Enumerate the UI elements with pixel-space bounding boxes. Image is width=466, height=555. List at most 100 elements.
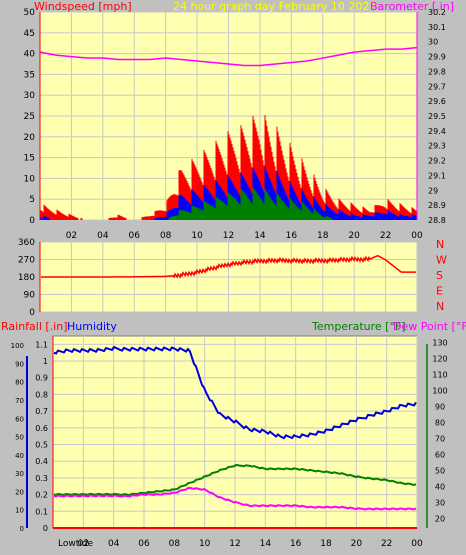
rain-x-tick: 02 [78, 539, 89, 549]
direction-series [41, 254, 416, 279]
temperature-y-tick: 120 [432, 354, 447, 363]
humidity-y-tick: 60 [15, 415, 24, 423]
compass-letter: N [436, 300, 444, 313]
wind-axes: 02 04 06 08 10 12 14 16 18 20 22 000510152025303540… [24, 8, 446, 241]
dewpoint-label: Dew Point [°F] [393, 320, 466, 333]
compass-letter: E [436, 285, 443, 298]
barometer-tick: 29.5 [428, 112, 446, 121]
wind-speed-label: Windspeed [mph] [34, 0, 132, 13]
rain-x-tick: 14 [260, 539, 272, 549]
barometer-tick: 29.9 [428, 53, 446, 62]
temperature-y-tick: 130 [432, 338, 447, 347]
rain-series [53, 345, 417, 529]
rain-y-tick: 0.8 [35, 390, 48, 399]
barometer-tick: 30.1 [428, 23, 446, 32]
rain-y-tick: 0.5 [35, 441, 48, 450]
wind-y-tick: 50 [24, 8, 36, 18]
graph-date-title: 24 hour graph day February 10 2022 [173, 0, 376, 13]
wind-y-tick: 0 [29, 216, 35, 226]
direction-y-tick: 90 [24, 291, 36, 301]
rain-x-tick: 00 [411, 539, 423, 549]
barometer-tick: 29.7 [428, 82, 446, 91]
temperature-label: Temperature [°F] [311, 320, 406, 333]
rain-x-tick: 16 [290, 539, 302, 549]
rain-x-tick: 20 [351, 539, 363, 549]
rain-y-tick: 0.7 [35, 407, 48, 416]
rain-y-tick: 1 [43, 357, 48, 366]
barometer-tick: 29.1 [428, 171, 446, 180]
direction-y-tick: 180 [18, 273, 35, 283]
humidity-y-tick: 20 [15, 488, 24, 496]
temperature-y-tick: 60 [435, 450, 445, 459]
wind-x-tick: 22 [380, 231, 391, 241]
rain-y-tick: 0 [43, 524, 48, 533]
rain-y-tick: 0.9 [35, 374, 48, 383]
compass-letter: N [436, 238, 444, 251]
dewpoint-line [53, 486, 417, 511]
temperature-y-tick: 80 [435, 418, 445, 427]
humidity-y-tick: 70 [15, 397, 24, 405]
barometer-tick: 29.4 [428, 127, 446, 136]
wind-y-tick: 30 [24, 91, 36, 101]
humidity-y-tick: 40 [15, 452, 24, 460]
wind-direction-line [41, 254, 416, 279]
rain-y-tick: 0.2 [35, 491, 48, 500]
compass-letter: W [436, 254, 447, 267]
wind-x-tick: 00 [411, 231, 423, 241]
wind-y-tick: 5 [29, 195, 35, 205]
wind-x-tick: 06 [129, 231, 141, 241]
wind-y-tick: 10 [24, 174, 36, 184]
direction-y-tick: 0 [29, 308, 35, 318]
rain-x-tick: 04 [108, 539, 120, 549]
temperature-y-tick: 110 [432, 370, 447, 379]
barometer-tick: 29.3 [428, 142, 446, 151]
barometer-tick: 29.2 [428, 157, 446, 166]
rain-y-tick: 1.1 [35, 340, 48, 349]
rain-x-tick: 06 [138, 539, 150, 549]
wind-y-tick: 25 [24, 112, 35, 122]
rain-y-tick: 0.6 [35, 424, 48, 433]
wind-x-tick: 14 [254, 231, 266, 241]
temperature-y-tick: 50 [435, 466, 445, 475]
rain-x-tick: 12 [229, 539, 240, 549]
wind-x-tick: 16 [286, 231, 298, 241]
rain-x-tick: 18 [320, 539, 332, 549]
wind-x-tick: 20 [348, 231, 360, 241]
lowtide-label: Lowtide [58, 539, 93, 549]
humidity-y-tick: 30 [15, 470, 24, 478]
humidity-y-tick: 50 [15, 434, 24, 442]
wind-y-tick: 40 [24, 50, 36, 60]
temperature-line [53, 463, 417, 497]
rain-x-tick: 08 [169, 539, 181, 549]
wind-x-tick: 08 [160, 231, 172, 241]
wind-x-tick: 04 [97, 231, 109, 241]
rain-x-tick: 22 [381, 539, 392, 549]
temperature-y-tick: 100 [432, 386, 447, 395]
wind-x-tick: 10 [191, 231, 203, 241]
temperature-y-tick: 90 [435, 402, 445, 411]
rain-y-tick: 0.4 [35, 457, 48, 466]
rain-axes: 02 04 06 08 10 12 14 16 18 20 22 0000.10.20.30.40.5… [11, 336, 448, 549]
humidity-y-tick: 80 [15, 379, 24, 387]
barometer-tick: 29.6 [428, 97, 446, 106]
compass-letter: S [436, 269, 443, 282]
humidity-y-tick: 0 [20, 525, 24, 533]
direction-y-tick: 270 [18, 256, 35, 266]
barometer-line [39, 46, 418, 67]
rain-x-tick: 10 [199, 539, 211, 549]
humidity-line [53, 345, 417, 440]
direction-y-tick: 360 [18, 238, 35, 248]
barometer-tick: 28.9 [428, 201, 446, 210]
wind-x-tick: 18 [317, 231, 329, 241]
direction-axes: 0 90 180 270 360 [18, 238, 41, 318]
temperature-y-tick: 30 [435, 498, 445, 507]
barometer-tick: 28.8 [428, 216, 446, 225]
temperature-y-tick: 20 [435, 514, 445, 523]
wind-y-tick: 35 [24, 70, 35, 80]
barometer-tick: 29.8 [428, 67, 446, 76]
rainfall-label: Rainfall [.in] [1, 320, 68, 333]
temperature-y-tick: 70 [435, 434, 445, 443]
humidity-label: Humidity [67, 320, 117, 333]
barometer-label: Barometer [.in] [370, 0, 454, 13]
